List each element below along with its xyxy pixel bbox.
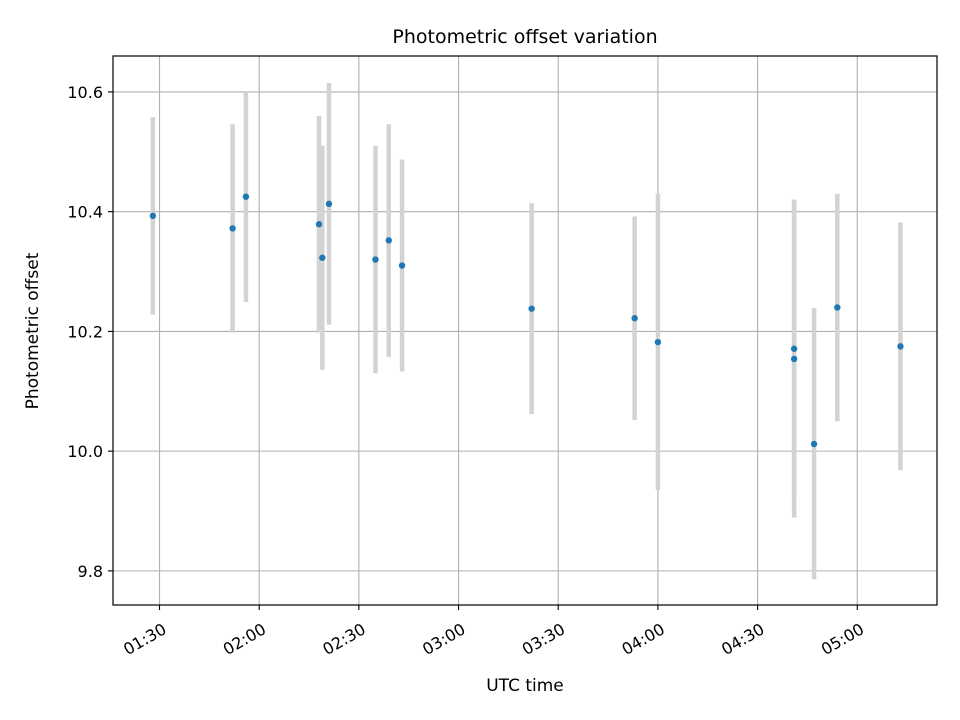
data-point xyxy=(325,200,333,208)
y-axis: 9.8 10.0 10.2 10.4 10.6 xyxy=(67,83,113,581)
data-point xyxy=(654,338,662,346)
data-point xyxy=(790,355,798,363)
data-point xyxy=(631,315,638,322)
data-point xyxy=(242,193,250,200)
data-point xyxy=(528,305,535,312)
y-tick-label: 10.2 xyxy=(67,322,103,341)
x-axis-title: UTC time xyxy=(486,676,564,696)
data-point xyxy=(398,262,406,269)
grid xyxy=(113,56,937,605)
y-axis-title: Photometric offset xyxy=(23,252,43,409)
data-point xyxy=(385,237,392,244)
y-tick-label: 10.4 xyxy=(67,203,103,222)
data-point xyxy=(319,254,326,261)
data-point xyxy=(315,221,323,228)
data-point xyxy=(229,225,236,232)
data-point xyxy=(790,345,798,352)
data-point xyxy=(149,212,157,220)
data-point xyxy=(897,343,904,350)
y-tick-label: 10.0 xyxy=(67,442,103,461)
data-point xyxy=(372,256,379,263)
data-point xyxy=(810,440,818,448)
data-point xyxy=(834,304,841,311)
data-points xyxy=(149,193,904,448)
y-tick-label: 9.8 xyxy=(78,562,103,581)
y-tick-label: 10.6 xyxy=(67,83,103,102)
plot-frame xyxy=(112,55,938,606)
chart-title: Photometric offset variation xyxy=(392,26,657,48)
